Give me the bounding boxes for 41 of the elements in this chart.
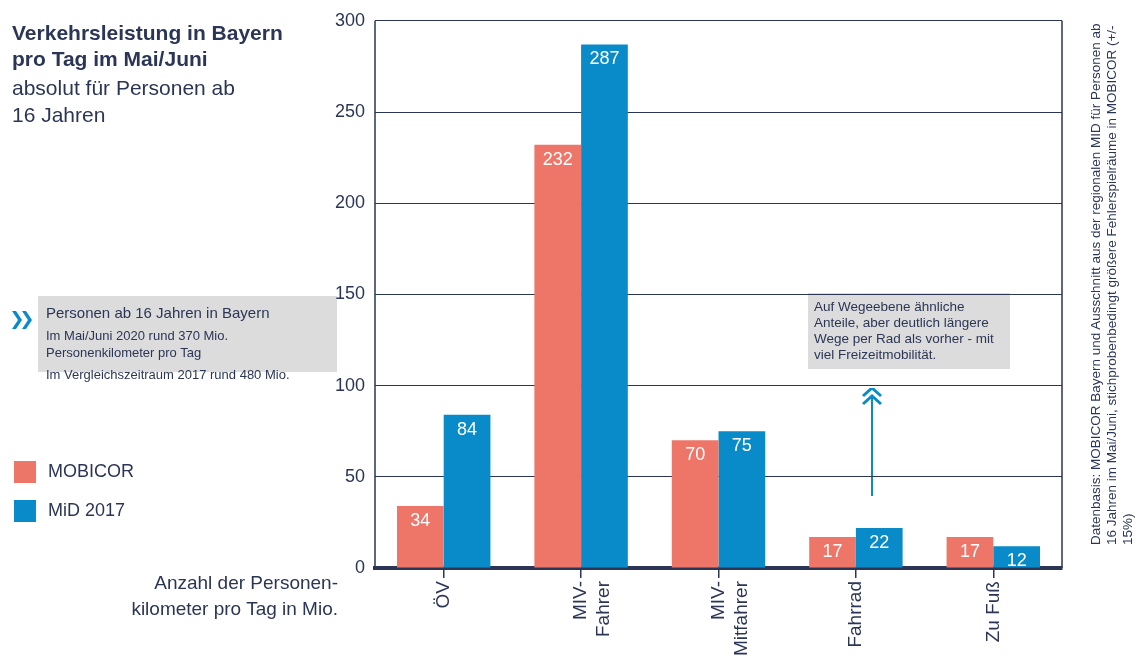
text: absolut für Personen ab 16 Jahren [12, 75, 236, 128]
bar [443, 414, 491, 568]
data-label: 232 [542, 148, 573, 169]
x-tick-label: ÖV [431, 580, 453, 609]
data-label: 287 [589, 48, 620, 69]
y-tick-label: 100 [334, 374, 365, 395]
data-label: 17 [959, 541, 980, 561]
text: Datenbasis: MOBICOR Bayern und Ausschnitt aus der regionalen MID für Personen ab 16 Jahren im Mai/Juni, stichprobenbedingt größere Fehlerspielräume in MOBICOR (+/- 15%) [1088, 22, 1136, 545]
y-tick-label: 0 [354, 557, 365, 578]
bar [993, 546, 1041, 568]
data-label: 34 [410, 509, 431, 530]
data-label: 70 [685, 444, 706, 465]
bar [534, 144, 582, 568]
bar [946, 537, 994, 568]
text: Personen ab 16 Jahren in Bayern [46, 304, 271, 321]
annotation: Auf Wegeebene ähnliche Anteile, aber deutlich längere Wege per Rad als vorher - mit viel Freizeitmobilität. [808, 293, 1010, 369]
bar [671, 440, 719, 568]
text: Im Vergleichszeitraum 2017 rund 480 Mio. [46, 366, 291, 383]
bar [809, 537, 856, 568]
x-tick-label: MIV-Mitfahrer [706, 580, 751, 657]
data-label: 84 [457, 418, 478, 439]
x-tick-label: MIV-Fahrer [569, 580, 614, 638]
bar [581, 44, 628, 568]
y-tick-label: 250 [334, 100, 365, 121]
text: Im Mai/Juni 2020 rund 370 Mio. Personenkilometer pro Tag [46, 327, 230, 361]
y-tick-label: 300 [334, 9, 365, 30]
y-tick-label: 150 [334, 283, 365, 304]
data-label: 75 [731, 435, 752, 456]
x-tick-label: Fahrrad [844, 581, 866, 648]
bar [718, 431, 766, 568]
x-tick-label: Zu Fuß [981, 581, 1003, 643]
data-label: 22 [869, 531, 890, 552]
bar [396, 506, 444, 568]
y-tick-label: 200 [334, 192, 365, 213]
data-label: 12 [1006, 550, 1027, 571]
y-tick-label: 50 [344, 465, 365, 486]
data-label: 17 [822, 541, 843, 561]
x-axis-title: Anzahl der Personen-kilometer pro Tag in Mio. [130, 571, 338, 621]
legend-label: MOBICOR [47, 460, 135, 483]
bar [855, 527, 903, 568]
legend-label: MiD 2017 [47, 499, 127, 522]
